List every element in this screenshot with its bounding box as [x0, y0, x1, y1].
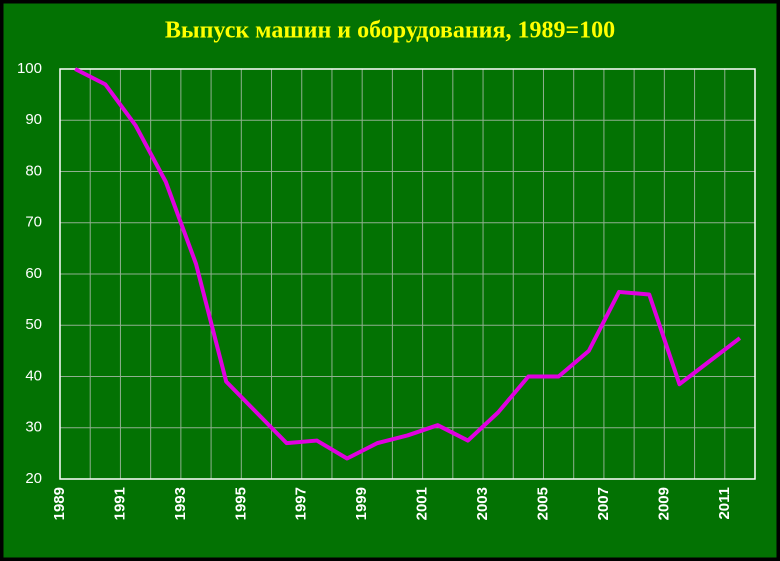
- x-tick-label: 2003: [474, 487, 491, 520]
- x-tick-label: 1997: [293, 487, 310, 520]
- y-tick-label: 80: [25, 162, 42, 179]
- y-tick-label: 60: [25, 265, 42, 282]
- y-tick-label: 20: [25, 470, 42, 487]
- chart-title: Выпуск машин и оборудования, 1989=100: [165, 18, 615, 44]
- y-tick-label: 70: [25, 214, 42, 231]
- y-tick-label: 90: [25, 111, 42, 128]
- y-tick-label: 100: [17, 60, 42, 77]
- x-tick-label: 2007: [595, 487, 612, 520]
- y-tick-label: 50: [25, 316, 42, 333]
- x-tick-label: 1999: [353, 487, 370, 520]
- x-tick-label: 2011: [716, 487, 733, 520]
- x-tick-label: 2009: [655, 487, 672, 520]
- x-tick-label: 1991: [111, 487, 128, 520]
- x-tick-label: 2001: [414, 487, 431, 520]
- x-tick-label: 1989: [51, 487, 68, 520]
- x-tick-label: 1993: [172, 487, 189, 520]
- y-tick-label: 40: [25, 367, 42, 384]
- y-tick-label: 30: [25, 419, 42, 436]
- plot-frame: [59, 68, 756, 480]
- x-tick-label: 2005: [534, 487, 551, 520]
- x-tick-label: 1995: [232, 487, 249, 520]
- line-series: [74, 67, 742, 461]
